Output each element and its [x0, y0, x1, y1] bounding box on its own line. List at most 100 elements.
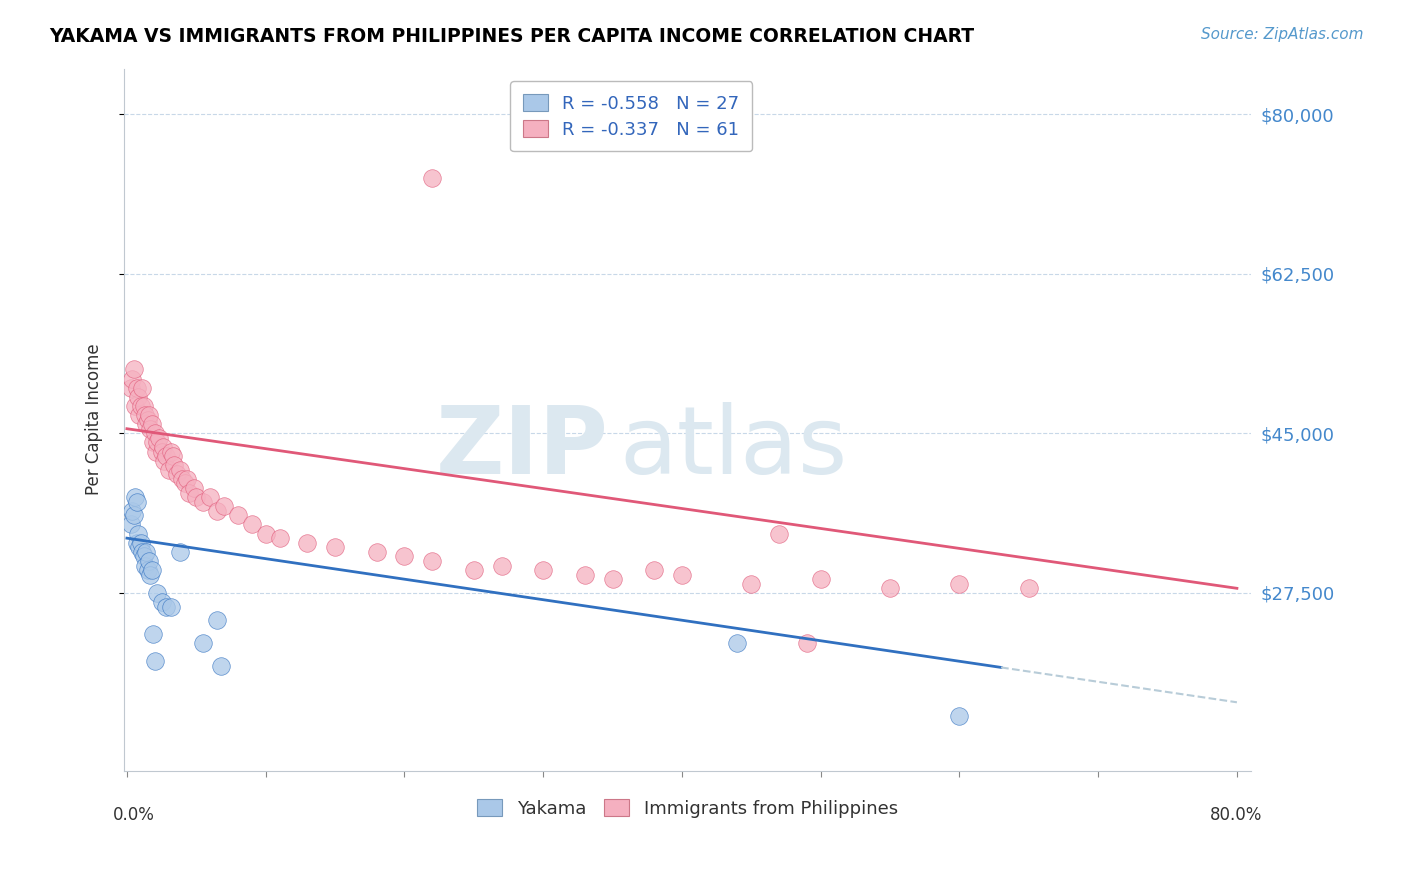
Point	[172, 472, 194, 486]
Point	[160, 444, 183, 458]
Point	[143, 654, 166, 668]
Point	[394, 549, 416, 564]
Point	[176, 472, 198, 486]
Point	[725, 636, 748, 650]
Text: atlas: atlas	[620, 401, 848, 493]
Legend: Yakama, Immigrants from Philippines: Yakama, Immigrants from Philippines	[470, 791, 905, 825]
Point	[463, 563, 485, 577]
Point	[153, 453, 176, 467]
Point	[134, 408, 156, 422]
Point	[183, 481, 205, 495]
Point	[128, 541, 150, 555]
Point	[136, 563, 159, 577]
Point	[120, 381, 142, 395]
Text: YAKAMA VS IMMIGRANTS FROM PHILIPPINES PER CAPITA INCOME CORRELATION CHART: YAKAMA VS IMMIGRANTS FROM PHILIPPINES PE…	[49, 27, 974, 45]
Point	[602, 572, 624, 586]
Point	[209, 658, 232, 673]
Point	[141, 417, 163, 432]
Y-axis label: Per Capita Income: Per Capita Income	[86, 343, 103, 495]
Point	[671, 567, 693, 582]
Point	[186, 490, 208, 504]
Point	[420, 554, 443, 568]
Point	[157, 463, 180, 477]
Point	[810, 572, 832, 586]
Point	[174, 476, 197, 491]
Point	[254, 526, 277, 541]
Point	[768, 526, 790, 541]
Point	[138, 408, 160, 422]
Point	[125, 535, 148, 549]
Point	[150, 444, 173, 458]
Point	[491, 558, 513, 573]
Point	[163, 458, 186, 473]
Point	[127, 526, 149, 541]
Point	[134, 558, 156, 573]
Point	[948, 709, 970, 723]
Point	[366, 545, 388, 559]
Point	[122, 508, 145, 523]
Point	[152, 440, 174, 454]
Point	[574, 567, 596, 582]
Point	[169, 463, 191, 477]
Point	[143, 426, 166, 441]
Point	[138, 554, 160, 568]
Point	[226, 508, 249, 523]
Point	[120, 517, 142, 532]
Point	[124, 490, 146, 504]
Point	[150, 595, 173, 609]
Point	[148, 431, 170, 445]
Point	[323, 541, 346, 555]
Text: ZIP: ZIP	[436, 401, 609, 493]
Point	[131, 381, 153, 395]
Point	[643, 563, 665, 577]
Point	[269, 531, 291, 545]
Point	[135, 417, 157, 432]
Point	[1018, 582, 1040, 596]
Point	[129, 535, 152, 549]
Point	[879, 582, 901, 596]
Point	[139, 422, 162, 436]
Point	[205, 504, 228, 518]
Point	[155, 449, 177, 463]
Point	[145, 444, 167, 458]
Point	[160, 599, 183, 614]
Point	[121, 371, 143, 385]
Point	[146, 586, 169, 600]
Point	[122, 362, 145, 376]
Point	[127, 390, 149, 404]
Point	[948, 576, 970, 591]
Point	[169, 545, 191, 559]
Point	[205, 613, 228, 627]
Point	[212, 500, 235, 514]
Point	[420, 170, 443, 185]
Point	[193, 636, 215, 650]
Point	[193, 494, 215, 508]
Point	[132, 399, 155, 413]
Point	[132, 549, 155, 564]
Point	[125, 381, 148, 395]
Point	[142, 627, 165, 641]
Point	[198, 490, 221, 504]
Point	[531, 563, 554, 577]
Text: Source: ZipAtlas.com: Source: ZipAtlas.com	[1201, 27, 1364, 42]
Point	[121, 504, 143, 518]
Point	[139, 567, 162, 582]
Point	[124, 399, 146, 413]
Point	[128, 408, 150, 422]
Point	[155, 599, 177, 614]
Point	[240, 517, 263, 532]
Point	[146, 435, 169, 450]
Point	[142, 435, 165, 450]
Point	[125, 494, 148, 508]
Point	[297, 535, 319, 549]
Text: 80.0%: 80.0%	[1209, 805, 1263, 824]
Point	[796, 636, 818, 650]
Point	[131, 545, 153, 559]
Point	[740, 576, 762, 591]
Point	[136, 412, 159, 426]
Point	[179, 485, 201, 500]
Point	[141, 563, 163, 577]
Point	[166, 467, 188, 482]
Point	[135, 545, 157, 559]
Point	[129, 399, 152, 413]
